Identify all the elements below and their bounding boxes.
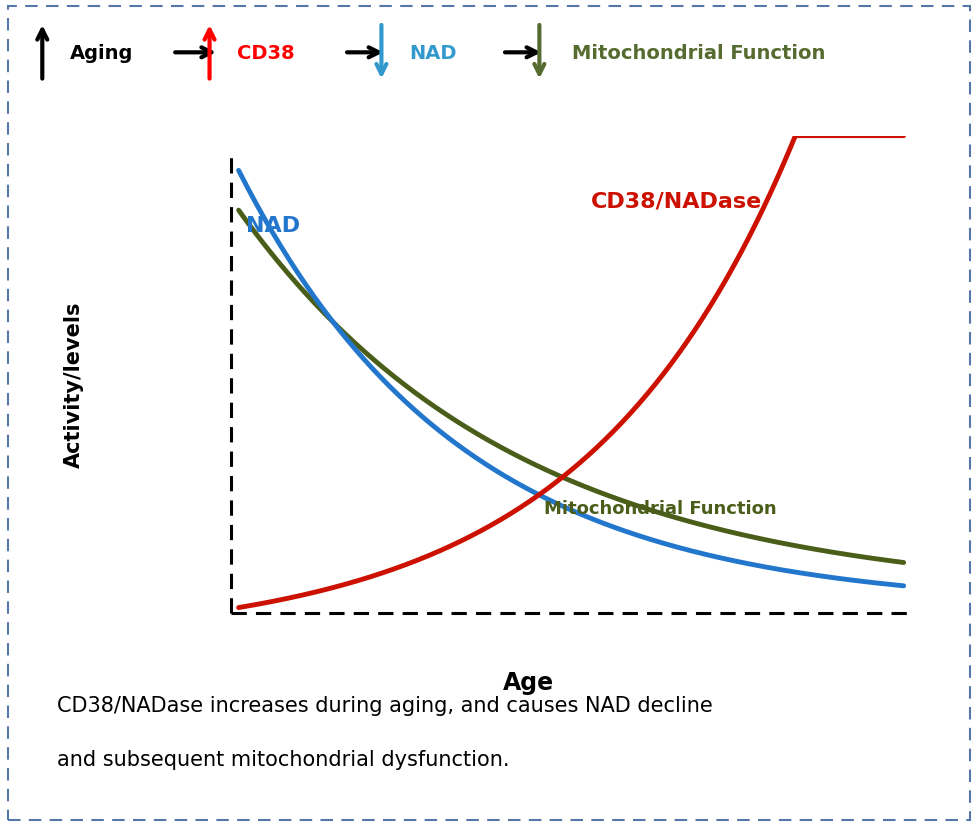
Text: NAD: NAD — [246, 216, 300, 236]
Text: Aging: Aging — [70, 44, 134, 63]
Text: and subsequent mitochondrial dysfunction.: and subsequent mitochondrial dysfunction… — [57, 749, 509, 769]
Text: Mitochondrial Function: Mitochondrial Function — [543, 500, 776, 518]
Text: CD38/NADase increases during aging, and causes NAD decline: CD38/NADase increases during aging, and … — [57, 696, 712, 715]
Text: CD38/NADase: CD38/NADase — [590, 191, 761, 211]
Text: NAD: NAD — [408, 44, 456, 63]
Text: Age: Age — [502, 671, 553, 694]
Text: Mitochondrial Function: Mitochondrial Function — [572, 44, 825, 63]
Text: CD38: CD38 — [237, 44, 295, 63]
Text: Activity/levels: Activity/levels — [64, 301, 84, 468]
